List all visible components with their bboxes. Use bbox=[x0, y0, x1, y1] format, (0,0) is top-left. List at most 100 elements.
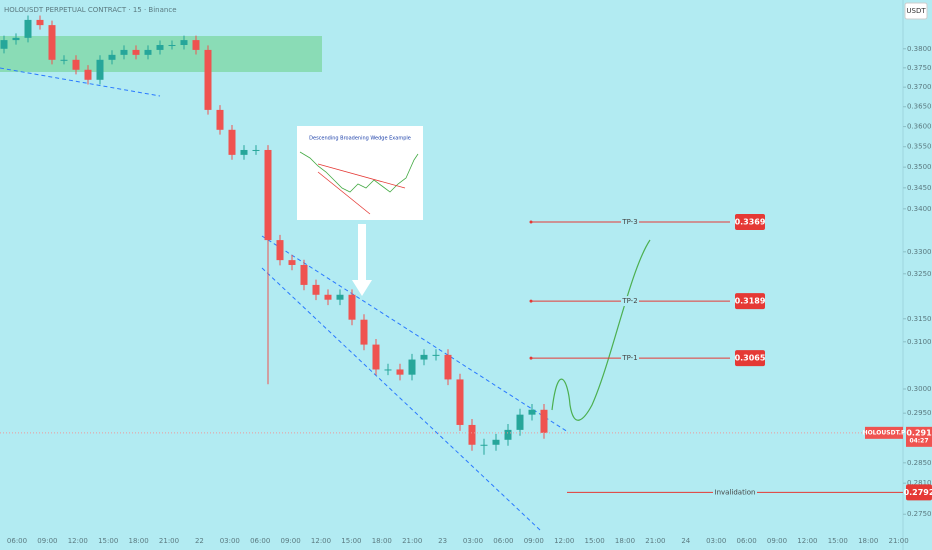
candle-body bbox=[384, 369, 392, 371]
level-value: 0.2792 bbox=[904, 488, 932, 497]
level-label: Invalidation bbox=[715, 488, 756, 496]
candle-body bbox=[408, 359, 416, 375]
candle-body bbox=[96, 59, 104, 80]
y-tick-label: 0.3550 bbox=[907, 143, 932, 151]
level-label-bg bbox=[621, 296, 639, 307]
level-badge bbox=[735, 214, 765, 231]
level-label-bg bbox=[713, 487, 757, 498]
x-tick-label: 12:00 bbox=[797, 537, 817, 545]
x-tick-label: 21:00 bbox=[159, 537, 179, 545]
candle-body bbox=[504, 429, 512, 440]
y-tick-label: 0.3600 bbox=[907, 123, 932, 131]
level-dot bbox=[529, 356, 533, 360]
countdown: 04:27 bbox=[909, 437, 928, 444]
x-tick-label: 21:00 bbox=[889, 537, 909, 545]
symbol-tag bbox=[865, 426, 903, 439]
y-tick-label: 0.3300 bbox=[907, 248, 932, 256]
x-tick-label: 06:00 bbox=[493, 537, 513, 545]
candle-body bbox=[300, 264, 308, 285]
candle-body bbox=[228, 129, 236, 155]
y-tick-label: 0.3450 bbox=[907, 184, 932, 192]
x-tick-label: 09:00 bbox=[37, 537, 57, 545]
candle-body bbox=[84, 69, 92, 80]
x-tick-label: 09:00 bbox=[767, 537, 787, 545]
candle-body bbox=[516, 414, 524, 430]
level-dot bbox=[529, 299, 533, 303]
candle-body bbox=[240, 149, 248, 155]
inset: Descending Broadening Wedge Example bbox=[297, 126, 423, 220]
y-tick-label: 0.3700 bbox=[907, 83, 932, 91]
candle-body bbox=[48, 25, 56, 60]
y-tick-label: 0.3250 bbox=[907, 270, 932, 278]
x-tick-label: 18:00 bbox=[615, 537, 635, 545]
inset-price bbox=[299, 151, 419, 193]
candle-body bbox=[360, 319, 368, 345]
candle-body bbox=[444, 354, 452, 380]
candle-body bbox=[108, 54, 116, 60]
candle-body bbox=[432, 354, 440, 356]
level-label-bg bbox=[621, 217, 639, 228]
candle-body bbox=[396, 369, 404, 375]
y-tick-label: 0.3750 bbox=[907, 64, 932, 72]
y-tick-label: 0.2750 bbox=[907, 510, 932, 518]
level-badge bbox=[906, 484, 932, 501]
candle-body bbox=[36, 19, 44, 26]
candle-body bbox=[264, 149, 272, 241]
candle-body bbox=[60, 59, 68, 61]
x-tick-label: 12:00 bbox=[554, 537, 574, 545]
x-tick-label: 06:00 bbox=[7, 537, 27, 545]
candle-body bbox=[12, 37, 20, 41]
candle-body bbox=[0, 40, 8, 49]
candle-body bbox=[204, 49, 212, 110]
candle-body bbox=[120, 49, 128, 55]
candle-body bbox=[456, 379, 464, 425]
candle-body bbox=[168, 44, 176, 46]
level-value: 0.3369 bbox=[735, 218, 766, 227]
candle-body bbox=[480, 444, 488, 446]
candle-body bbox=[276, 240, 284, 261]
candle-body bbox=[72, 59, 80, 70]
level-badge bbox=[735, 293, 765, 310]
x-tick-label: 18:00 bbox=[129, 537, 149, 545]
x-tick-label: 24 bbox=[681, 537, 690, 545]
x-tick-label: 15:00 bbox=[828, 537, 848, 545]
projection-path bbox=[551, 239, 651, 421]
x-tick-label: 21:00 bbox=[402, 537, 422, 545]
y-tick-label: 0.3150 bbox=[907, 315, 932, 323]
y-tick-label: 0.3500 bbox=[907, 163, 932, 171]
arrow bbox=[352, 224, 372, 296]
candle-body bbox=[252, 149, 260, 151]
candle-body bbox=[192, 40, 200, 50]
level-label: TP-3 bbox=[621, 218, 637, 226]
x-tick-label: 12:00 bbox=[311, 537, 331, 545]
x-tick-label: 18:00 bbox=[858, 537, 878, 545]
x-tick-label: 03:00 bbox=[220, 537, 240, 545]
candle-body bbox=[132, 49, 140, 55]
x-tick-label: 23 bbox=[438, 537, 447, 545]
candle-body bbox=[312, 284, 320, 295]
symbol-label: HOLOUSDT.P bbox=[863, 429, 906, 436]
currency-button[interactable] bbox=[904, 2, 928, 20]
x-tick-label: 03:00 bbox=[706, 537, 726, 545]
y-tick-label: 0.3800 bbox=[907, 45, 932, 53]
chart-title: HOLOUSDT PERPETUAL CONTRACT · 15 · Binan… bbox=[4, 6, 177, 14]
candle-body bbox=[324, 294, 332, 300]
y-tick-label: 0.2810 bbox=[907, 479, 932, 487]
candle-body bbox=[180, 40, 188, 45]
candle-body bbox=[144, 49, 152, 55]
level-dot bbox=[529, 220, 533, 224]
channel-upper bbox=[261, 235, 569, 433]
candle-body bbox=[348, 294, 356, 320]
candle-body bbox=[540, 409, 548, 433]
channel-lower bbox=[261, 267, 541, 531]
price-value: 0.291 bbox=[906, 428, 932, 437]
inset-line bbox=[317, 163, 406, 189]
level-value: 0.3065 bbox=[735, 354, 766, 363]
level-label: TP-1 bbox=[621, 354, 637, 362]
x-tick-label: 09:00 bbox=[524, 537, 544, 545]
x-tick-label: 15:00 bbox=[585, 537, 605, 545]
candle-body bbox=[528, 409, 536, 415]
x-tick-label: 09:00 bbox=[281, 537, 301, 545]
level-value: 0.3189 bbox=[735, 297, 766, 306]
price-tag bbox=[906, 426, 932, 447]
